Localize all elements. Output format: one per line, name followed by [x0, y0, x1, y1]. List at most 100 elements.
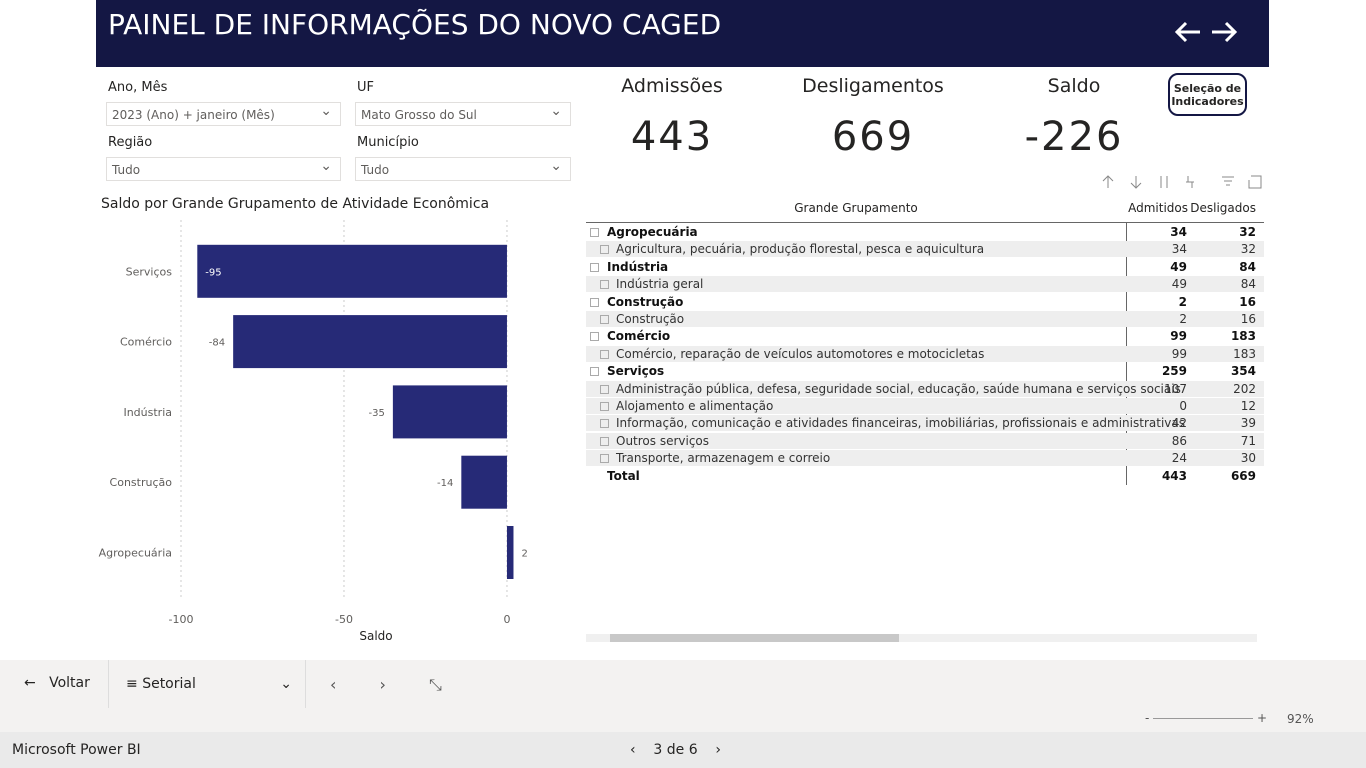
cell-admitidos: 99 [1170, 329, 1187, 344]
y-tick-label: Comércio [120, 336, 172, 349]
row-label: Transporte, armazenagem e correio [616, 451, 831, 466]
row-label: Construção [607, 294, 684, 309]
cell-desligados: 16 [1240, 312, 1256, 326]
page-indicator[interactable]: ‹ 3 de 6 › [630, 742, 722, 758]
y-tick-label: Agropecuária [99, 547, 172, 560]
data-label: -95 [205, 267, 221, 278]
row-label: Agricultura, pecuária, produção floresta… [616, 242, 985, 257]
app-name: Microsoft Power BI [12, 742, 141, 758]
row-label: Construção [616, 312, 685, 326]
row-label: Alojamento e alimentação [616, 399, 774, 413]
filter-label: Região [108, 135, 153, 150]
expand-icon [600, 436, 609, 446]
filter-dropdown[interactable]: Tudo ⌄ [106, 157, 341, 181]
kpi-value: 443 [630, 114, 714, 160]
collapse-icon [590, 228, 599, 237]
nav-bar [0, 660, 1366, 708]
page-label: Setorial [142, 676, 196, 692]
nav-arrows[interactable] [1170, 16, 1250, 48]
row-label: Administração pública, defesa, seguridad… [616, 381, 1181, 396]
header [96, 0, 1269, 67]
scrollbar[interactable] [586, 634, 1257, 642]
table-rule [586, 222, 1264, 223]
row-label: Outros serviços [616, 433, 710, 448]
y-tick-label: Serviços [126, 265, 173, 278]
collapse-icon [590, 262, 599, 272]
cell-desligados: 16 [1239, 294, 1256, 309]
filter-dropdown[interactable]: Tudo ⌄ [355, 157, 571, 181]
row-band [586, 241, 1264, 258]
row-label: Indústria [607, 259, 669, 274]
data-label: -35 [369, 408, 385, 419]
page-dropdown[interactable]: ≡ Setorial ⌄ [126, 676, 292, 692]
column-header: Admitidos [1128, 201, 1188, 215]
x-tick-label: -50 [335, 613, 353, 626]
cell-desligados: 669 [1230, 468, 1256, 483]
cell-admitidos: 99 [1171, 346, 1187, 361]
cell-desligados: 32 [1240, 242, 1256, 257]
expand-icon [600, 402, 609, 411]
x-tick-label: 0 [503, 613, 510, 626]
cell-desligados: 183 [1233, 346, 1256, 361]
kpi-label: Saldo [1047, 75, 1101, 97]
row-band [586, 345, 1264, 362]
visual-toolbar[interactable] [1095, 172, 1265, 192]
expand-icon [600, 384, 609, 394]
expand-icon [600, 280, 609, 290]
cell-desligados: 84 [1240, 277, 1256, 292]
collapse-icon [590, 297, 599, 307]
bar-chart: Saldo por Grande Grupamento de Atividade… [99, 196, 528, 643]
row-band [586, 311, 1264, 327]
row-label: Total [607, 468, 640, 483]
cell-admitidos: 49 [1171, 277, 1187, 292]
cell-desligados: 84 [1239, 259, 1256, 274]
row-band [586, 398, 1264, 414]
page-count: 3 de 6 [653, 742, 698, 758]
x-axis-label: Saldo [359, 629, 392, 643]
filter-dropdown[interactable]: 2023 (Ano) + janeiro (Mês) ⌄ [106, 102, 341, 126]
column-header: Grande Grupamento [794, 201, 918, 215]
page-arrows[interactable]: ‹ › ⤡ [330, 675, 442, 694]
cell-desligados: 32 [1239, 225, 1256, 239]
kpi-value: 669 [831, 114, 915, 160]
filter-dropdown[interactable]: Mato Grosso do Sul ⌄ [355, 102, 571, 126]
bar [461, 455, 507, 509]
chart-title: Saldo por Grande Grupamento de Atividade… [101, 196, 489, 212]
expand-icon [600, 349, 609, 359]
indicator-button[interactable]: Seleção de Indicadores [1168, 73, 1247, 116]
zoom-slider[interactable]: - + [1145, 711, 1268, 725]
kpi-label: Admissões [621, 75, 723, 97]
chevron: ⌄ [320, 103, 332, 119]
chevron: ⌄ [320, 158, 332, 174]
cell-admitidos: 443 [1161, 468, 1187, 483]
cell-desligados: 71 [1240, 433, 1256, 448]
cell-admitidos: 2 [1179, 312, 1187, 326]
row-band [586, 432, 1264, 449]
cell-desligados: 202 [1233, 381, 1256, 396]
divider [305, 660, 306, 708]
row-label: Agropecuária [607, 225, 698, 239]
cell-desligados: 12 [1240, 399, 1256, 413]
cell-desligados: 30 [1240, 451, 1256, 466]
chevron: ⌄ [550, 158, 562, 174]
divider [108, 660, 109, 708]
cell-admitidos: 42 [1171, 416, 1187, 431]
cell-admitidos: 259 [1161, 364, 1187, 379]
bar [197, 244, 507, 298]
row-band [586, 450, 1264, 467]
back-button[interactable]: ← Voltar [24, 675, 90, 691]
row-band [586, 380, 1264, 397]
filter-label: UF [357, 80, 374, 95]
cell-desligados: 354 [1230, 364, 1256, 379]
filter-label: Município [357, 135, 419, 150]
expand-icon [600, 315, 609, 324]
cell-admitidos: 86 [1171, 433, 1187, 448]
column-header: Desligados [1190, 201, 1256, 215]
kpi-label: Desligamentos [802, 75, 944, 97]
row-label: Informação, comunicação e atividades fin… [616, 416, 1185, 431]
bar [233, 315, 507, 369]
cell-admitidos: 24 [1171, 451, 1187, 466]
cell-desligados: 39 [1240, 416, 1256, 431]
expand-icon [600, 245, 609, 255]
